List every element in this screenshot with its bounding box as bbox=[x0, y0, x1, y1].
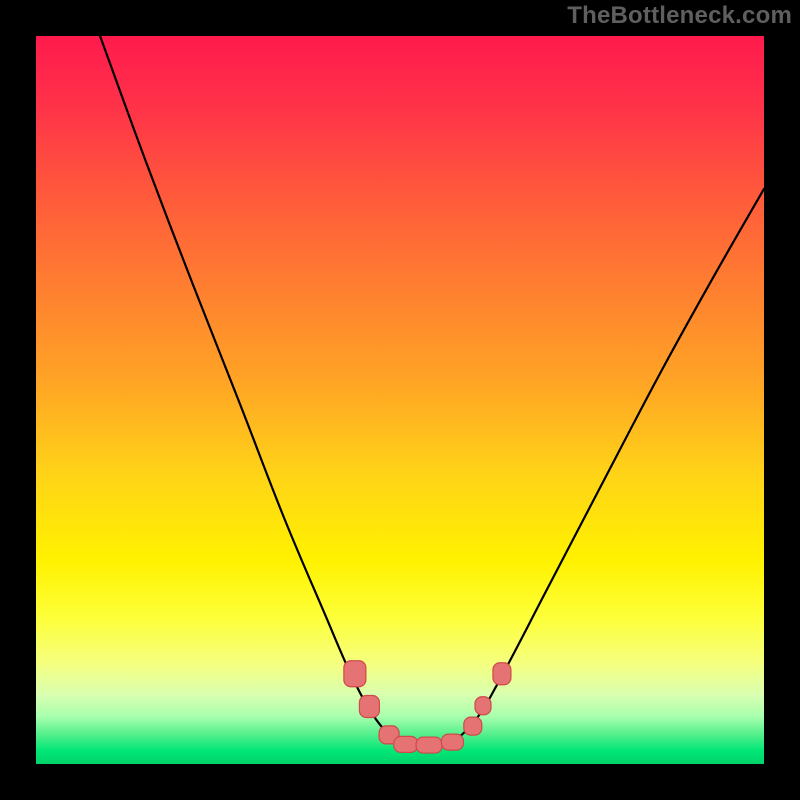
valley-marker bbox=[441, 734, 463, 750]
valley-marker bbox=[475, 697, 491, 715]
valley-marker bbox=[359, 695, 379, 717]
outer-frame: TheBottleneck.com bbox=[0, 0, 800, 800]
valley-marker bbox=[394, 736, 418, 752]
gradient-background bbox=[36, 36, 764, 764]
valley-marker bbox=[464, 717, 482, 735]
chart-svg bbox=[36, 36, 764, 764]
watermark-text: TheBottleneck.com bbox=[567, 2, 792, 30]
valley-marker bbox=[493, 663, 511, 685]
valley-marker bbox=[416, 737, 442, 753]
plot-area bbox=[36, 36, 764, 764]
valley-marker bbox=[344, 661, 366, 687]
